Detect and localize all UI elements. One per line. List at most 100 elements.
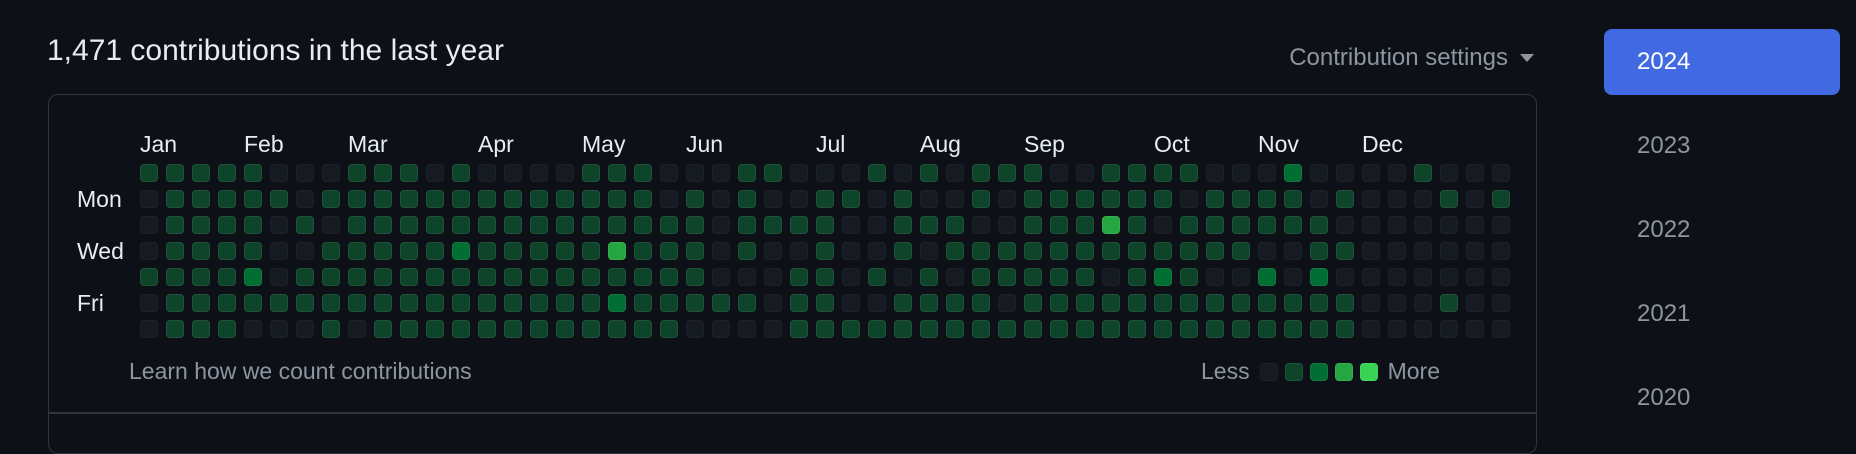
contribution-day-cell[interactable]: [1492, 242, 1510, 260]
contribution-day-cell[interactable]: [946, 320, 964, 338]
contribution-day-cell[interactable]: [1232, 190, 1250, 208]
contribution-day-cell[interactable]: [1024, 242, 1042, 260]
contribution-day-cell[interactable]: [920, 164, 938, 182]
contribution-day-cell[interactable]: [1362, 216, 1380, 234]
contribution-day-cell[interactable]: [1258, 294, 1276, 312]
contribution-day-cell[interactable]: [946, 242, 964, 260]
contribution-day-cell[interactable]: [660, 216, 678, 234]
contribution-day-cell[interactable]: [1414, 164, 1432, 182]
contribution-day-cell[interactable]: [1440, 164, 1458, 182]
contribution-day-cell[interactable]: [504, 242, 522, 260]
contribution-day-cell[interactable]: [1024, 216, 1042, 234]
contribution-day-cell[interactable]: [166, 164, 184, 182]
contribution-day-cell[interactable]: [1128, 190, 1146, 208]
contribution-day-cell[interactable]: [1492, 164, 1510, 182]
contribution-day-cell[interactable]: [296, 164, 314, 182]
contribution-day-cell[interactable]: [374, 190, 392, 208]
contribution-day-cell[interactable]: [140, 216, 158, 234]
contribution-day-cell[interactable]: [842, 242, 860, 260]
contribution-day-cell[interactable]: [608, 216, 626, 234]
contribution-day-cell[interactable]: [1492, 320, 1510, 338]
contribution-day-cell[interactable]: [218, 164, 236, 182]
contribution-day-cell[interactable]: [504, 268, 522, 286]
contribution-day-cell[interactable]: [244, 216, 262, 234]
contribution-day-cell[interactable]: [842, 164, 860, 182]
contribution-day-cell[interactable]: [374, 164, 392, 182]
contribution-day-cell[interactable]: [660, 320, 678, 338]
contribution-day-cell[interactable]: [1414, 294, 1432, 312]
contribution-day-cell[interactable]: [998, 294, 1016, 312]
contribution-day-cell[interactable]: [1466, 294, 1484, 312]
contribution-day-cell[interactable]: [842, 294, 860, 312]
contribution-day-cell[interactable]: [1024, 320, 1042, 338]
contribution-day-cell[interactable]: [530, 294, 548, 312]
contribution-day-cell[interactable]: [1206, 320, 1224, 338]
learn-contributions-link[interactable]: Learn how we count contributions: [129, 358, 472, 384]
contribution-day-cell[interactable]: [1440, 294, 1458, 312]
contribution-day-cell[interactable]: [530, 216, 548, 234]
contribution-day-cell[interactable]: [556, 216, 574, 234]
contribution-day-cell[interactable]: [348, 242, 366, 260]
contribution-day-cell[interactable]: [1492, 268, 1510, 286]
contribution-day-cell[interactable]: [348, 320, 366, 338]
contribution-day-cell[interactable]: [1102, 320, 1120, 338]
contribution-day-cell[interactable]: [374, 294, 392, 312]
contribution-day-cell[interactable]: [1336, 294, 1354, 312]
contribution-day-cell[interactable]: [972, 190, 990, 208]
contribution-day-cell[interactable]: [1414, 216, 1432, 234]
contribution-day-cell[interactable]: [894, 268, 912, 286]
contribution-day-cell[interactable]: [426, 294, 444, 312]
contribution-day-cell[interactable]: [842, 320, 860, 338]
contribution-day-cell[interactable]: [556, 242, 574, 260]
contribution-day-cell[interactable]: [192, 294, 210, 312]
contribution-day-cell[interactable]: [868, 190, 886, 208]
contribution-day-cell[interactable]: [1076, 268, 1094, 286]
contribution-day-cell[interactable]: [816, 242, 834, 260]
contribution-day-cell[interactable]: [972, 164, 990, 182]
year-2023-button[interactable]: 2023: [1637, 132, 1691, 159]
contribution-day-cell[interactable]: [452, 164, 470, 182]
contribution-day-cell[interactable]: [660, 268, 678, 286]
contribution-day-cell[interactable]: [1310, 164, 1328, 182]
contribution-day-cell[interactable]: [166, 268, 184, 286]
contribution-day-cell[interactable]: [504, 190, 522, 208]
contribution-day-cell[interactable]: [244, 294, 262, 312]
contribution-day-cell[interactable]: [660, 164, 678, 182]
contribution-day-cell[interactable]: [790, 242, 808, 260]
contribution-day-cell[interactable]: [894, 190, 912, 208]
contribution-day-cell[interactable]: [140, 320, 158, 338]
contribution-day-cell[interactable]: [530, 268, 548, 286]
contribution-day-cell[interactable]: [790, 190, 808, 208]
contribution-day-cell[interactable]: [1180, 242, 1198, 260]
contribution-day-cell[interactable]: [868, 242, 886, 260]
contribution-day-cell[interactable]: [426, 268, 444, 286]
contribution-day-cell[interactable]: [868, 268, 886, 286]
contribution-day-cell[interactable]: [1050, 268, 1068, 286]
contribution-day-cell[interactable]: [972, 294, 990, 312]
contribution-day-cell[interactable]: [140, 294, 158, 312]
contribution-day-cell[interactable]: [686, 268, 704, 286]
contribution-day-cell[interactable]: [244, 164, 262, 182]
contribution-day-cell[interactable]: [296, 242, 314, 260]
contribution-day-cell[interactable]: [504, 164, 522, 182]
contribution-day-cell[interactable]: [166, 320, 184, 338]
contribution-day-cell[interactable]: [1258, 190, 1276, 208]
contribution-day-cell[interactable]: [1310, 294, 1328, 312]
contribution-day-cell[interactable]: [1284, 242, 1302, 260]
contribution-day-cell[interactable]: [1206, 164, 1224, 182]
contribution-day-cell[interactable]: [998, 190, 1016, 208]
contribution-day-cell[interactable]: [1050, 190, 1068, 208]
contribution-day-cell[interactable]: [1232, 320, 1250, 338]
contribution-day-cell[interactable]: [504, 216, 522, 234]
contribution-day-cell[interactable]: [660, 242, 678, 260]
contribution-day-cell[interactable]: [816, 164, 834, 182]
contribution-day-cell[interactable]: [556, 294, 574, 312]
contribution-day-cell[interactable]: [1440, 190, 1458, 208]
contribution-day-cell[interactable]: [478, 216, 496, 234]
contribution-day-cell[interactable]: [1180, 164, 1198, 182]
contribution-day-cell[interactable]: [166, 190, 184, 208]
contribution-day-cell[interactable]: [530, 190, 548, 208]
contribution-day-cell[interactable]: [1336, 190, 1354, 208]
contribution-day-cell[interactable]: [296, 190, 314, 208]
contribution-day-cell[interactable]: [1050, 294, 1068, 312]
